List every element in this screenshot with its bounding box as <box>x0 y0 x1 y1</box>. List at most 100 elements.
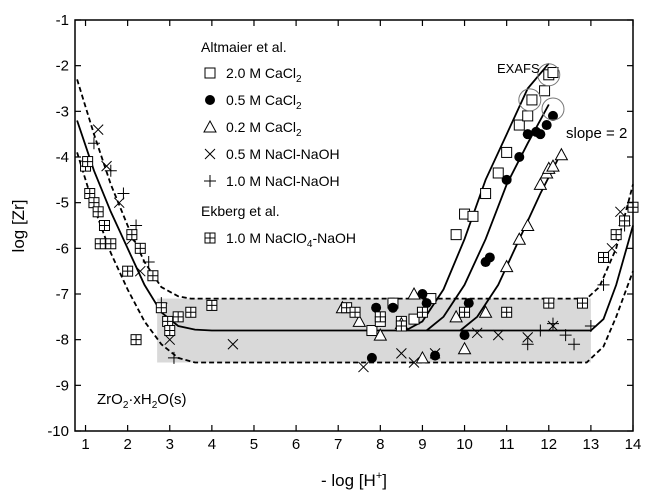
exafs-label: EXAFS <box>497 61 540 76</box>
data-point-cross-9 <box>396 348 407 359</box>
data-point-open-triangle-9 <box>499 259 514 273</box>
data-point-boxed-plus-10 <box>130 334 142 346</box>
data-point-open-square-9 <box>480 188 492 200</box>
data-point-boxed-plus-11 <box>134 242 146 254</box>
data-point-boxed-plus-20 <box>349 306 361 318</box>
data-point-filled-circle-4 <box>421 298 432 309</box>
exafs-circles <box>518 63 565 121</box>
legend-label: 1.0 M NaClO4-NaOH <box>226 230 356 250</box>
x-tick-label: 11 <box>499 436 515 453</box>
legend-label: 0.2 M CaCl2 <box>226 119 302 139</box>
y-tick-label: -3 <box>56 103 69 120</box>
data-point-boxed-plus-1 <box>82 156 94 168</box>
data-point-boxed-plus-14 <box>162 315 174 327</box>
data-point-boxed-plus-25 <box>501 306 513 318</box>
data-point-boxed-plus-17 <box>185 306 197 318</box>
data-point-boxed-plus-28 <box>598 251 610 263</box>
data-point-open-square-12 <box>513 119 525 131</box>
data-point-boxed-plus-24 <box>459 306 471 318</box>
legend-label: 0.5 M NaCl-NaOH <box>226 146 340 162</box>
data-point-cross-11 <box>429 348 441 359</box>
data-point-plus-12 <box>584 319 597 332</box>
data-point-open-triangle-15 <box>546 159 560 172</box>
data-point-open-square-14 <box>526 94 538 106</box>
legend-marker-filled-circle <box>205 95 215 105</box>
legend: 2.0 M CaCl2 0.5 M CaCl2 0.2 M CaCl2 0.5 M N… <box>203 65 356 250</box>
legend-marker-plus <box>204 175 216 187</box>
data-point-filled-circle-7 <box>463 298 474 309</box>
data-point-open-triangle-16 <box>554 147 569 161</box>
data-point-open-square-11 <box>501 146 513 158</box>
data-point-cross-16 <box>606 242 618 254</box>
data-point-filled-circle-12 <box>522 129 533 140</box>
y-tick-label: -9 <box>56 377 69 394</box>
x-tick-label: 1 <box>81 436 89 453</box>
y-tick-label: -6 <box>56 240 69 257</box>
data-point-plus-10 <box>559 329 572 342</box>
legend-marker-open-triangle <box>203 119 217 133</box>
legend-marker-cross <box>204 148 216 160</box>
data-point-boxed-plus-9 <box>126 229 138 241</box>
x-tick-label: 2 <box>123 436 131 453</box>
data-point-cross-0 <box>92 124 104 135</box>
data-point-cross-6 <box>164 334 176 346</box>
data-point-open-triangle-5 <box>415 350 430 364</box>
legend-label: 2.0 M CaCl2 <box>226 65 302 85</box>
data-point-plus-7 <box>521 338 534 351</box>
x-tick-label: 12 <box>540 436 557 453</box>
x-tick-label: 4 <box>208 436 216 453</box>
data-point-filled-circle-6 <box>459 330 470 341</box>
data-point-boxed-plus-30 <box>619 215 631 227</box>
data-point-open-triangle-4 <box>407 286 421 300</box>
y-tick-label: -8 <box>56 332 69 349</box>
plot-frame <box>74 19 634 432</box>
x-tick-label: 3 <box>166 436 174 453</box>
data-point-filled-circle-0 <box>366 352 377 363</box>
y-tick-label: -4 <box>56 149 69 166</box>
data-point-filled-circle-14 <box>535 129 546 140</box>
data-point-boxed-plus-8 <box>122 265 134 277</box>
x-tick-label: 8 <box>376 436 384 453</box>
data-point-boxed-plus-2 <box>84 188 96 200</box>
solid-phase-label: ZrO2·xH2O(s) <box>97 391 186 411</box>
y-tick-label: -10 <box>47 423 69 440</box>
exafs-circle-2 <box>541 97 565 121</box>
data-point-plus-11 <box>568 338 581 351</box>
data-point-open-triangle-1 <box>352 314 367 327</box>
data-point-plus-0 <box>87 137 100 150</box>
data-point-cross-17 <box>615 206 626 218</box>
data-point-filled-circle-15 <box>541 120 552 131</box>
data-point-open-square-4 <box>408 313 420 325</box>
data-point-open-triangle-7 <box>457 341 472 355</box>
data-point-cross-12 <box>471 327 483 339</box>
data-point-open-square-8 <box>467 210 479 222</box>
x-tick-label: 6 <box>292 436 300 453</box>
exafs-circle-1 <box>537 63 561 87</box>
data-point-cross-14 <box>522 332 534 343</box>
x-tick-label: 10 <box>456 436 473 453</box>
data-point-filled-circle-2 <box>387 302 398 313</box>
x-tick-label: 13 <box>583 436 600 453</box>
x-axis-title: - log [H+] <box>321 470 387 490</box>
legend-label: 1.0 M NaCl-NaOH <box>226 173 340 189</box>
data-point-open-triangle-10 <box>512 232 527 245</box>
data-point-boxed-plus-4 <box>92 206 104 218</box>
axis-ticks: 1 2 3 4 5 6 7 8 9 10 11 12 13 14-10-9-8-7-6-5-4-3-2-1 <box>47 12 641 453</box>
data-point-plus-6 <box>167 351 180 364</box>
y-tick-label: -1 <box>56 12 69 29</box>
data-point-open-triangle-8 <box>478 305 493 318</box>
data-point-boxed-plus-22 <box>395 320 407 332</box>
data-point-plus-13 <box>597 278 610 291</box>
data-point-open-square-10 <box>492 167 504 179</box>
data-point-cross-4 <box>134 265 146 277</box>
y-axis-title: log [Zr] <box>9 200 28 253</box>
data-point-open-square-15 <box>539 85 551 97</box>
data-point-filled-circle-10 <box>501 174 512 185</box>
data-point-boxed-plus-18 <box>206 299 218 311</box>
data-point-plus-1 <box>104 164 117 177</box>
data-point-open-square-6 <box>450 229 462 241</box>
data-point-cross-8 <box>358 361 369 373</box>
data-point-filled-circle-5 <box>430 350 441 361</box>
data-point-cross-2 <box>113 197 125 209</box>
